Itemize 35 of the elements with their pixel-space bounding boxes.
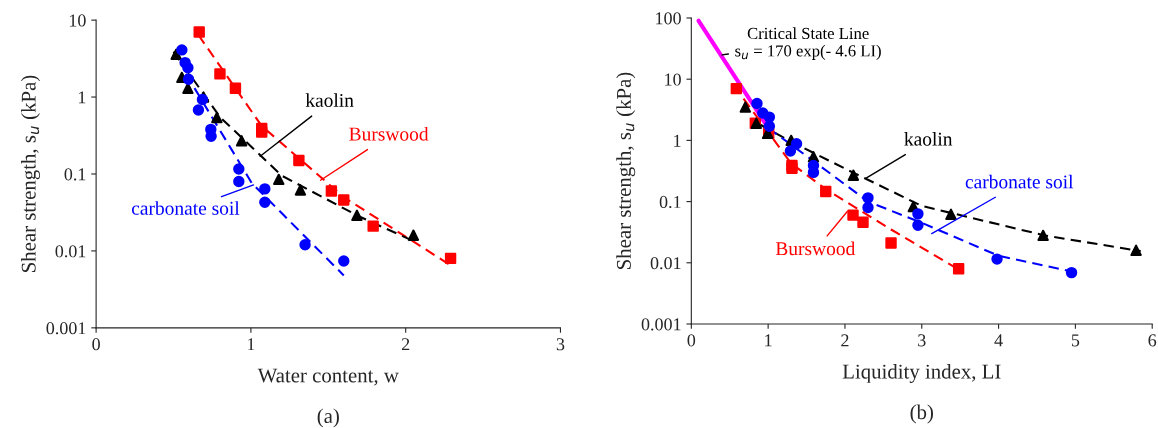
y-tick-label: 10	[69, 14, 86, 27]
x-tick-label: 1	[247, 338, 255, 351]
x-tick-label: 3	[918, 334, 926, 347]
y-tick-label: 0.1	[64, 168, 86, 181]
y-tick-label: 1	[674, 134, 681, 147]
annotation: kaolin	[305, 93, 354, 107]
y-tick-label: 0.1	[659, 195, 681, 209]
text: (a)	[317, 408, 339, 428]
x-tick-label: 5	[1071, 334, 1080, 347]
x-tick-label: 0	[687, 334, 696, 347]
x-tick-label: 6	[1148, 334, 1157, 347]
x-tick-label: 3	[556, 338, 565, 351]
y-axis-title: Shear strength, s$_{u}$ (kPa)	[616, 72, 636, 269]
x-tick-label: 4	[994, 334, 1003, 347]
annotation: carbonate soil	[131, 201, 240, 215]
y-axis-title: Shear strength, s$_{u}$ (kPa)	[21, 75, 40, 272]
annotation: Critical State Line s$_{u}$ = 170 exp(- 4.6 LI)	[735, 27, 881, 60]
y-tick-label: 1	[78, 91, 86, 104]
annotation: kaolin	[904, 132, 953, 146]
x-tick-label: 2	[401, 338, 410, 351]
y-tick-label: 10	[665, 73, 681, 86]
y-tick-label: 0.01	[55, 245, 86, 258]
y-tick-label: 0.001	[641, 318, 681, 331]
y-tick-label: 100	[656, 12, 681, 25]
text: (b)	[910, 404, 933, 424]
x-axis-title: Water content, w	[257, 368, 399, 386]
x-tick-label: 2	[841, 334, 849, 347]
x-tick-label: 1	[765, 334, 772, 347]
x-tick-label: 0	[92, 338, 100, 351]
x-axis-title: Liquidity index, LI	[842, 363, 1001, 383]
y-tick-label: 0.001	[46, 322, 86, 335]
y-tick-label: 0.01	[650, 257, 681, 270]
annotation: Burswood	[349, 126, 429, 141]
annotation: Burswood	[775, 241, 856, 256]
annotation: carbonate soil	[965, 174, 1074, 189]
